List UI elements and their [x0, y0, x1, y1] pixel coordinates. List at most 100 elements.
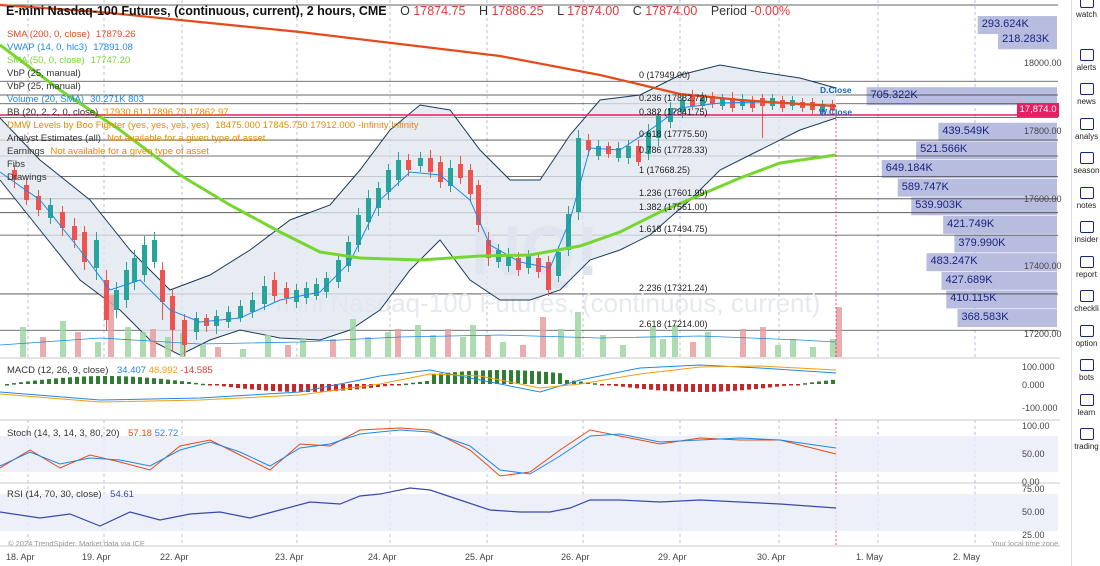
macd-histogram-bar	[264, 384, 268, 391]
legend-row[interactable]: BB (20, 2, 2, 0, close) 17930.61 17896.79…	[7, 107, 229, 119]
sidebar-item-insider[interactable]: insider	[1072, 221, 1100, 244]
macd-legend: MACD (12, 26, 9, close) 34.407 48.992 -1…	[7, 365, 213, 377]
legend-indicator-name[interactable]: VWAP (14, 0, hlc3)	[7, 42, 88, 53]
macd-histogram-bar	[278, 384, 282, 392]
legend-row[interactable]: Fibs	[7, 159, 25, 171]
candle-body	[250, 300, 255, 312]
option-icon	[1079, 324, 1094, 337]
candle-body	[396, 160, 401, 180]
candle-body	[72, 226, 77, 240]
legend-indicator-name[interactable]: Drawings	[7, 172, 47, 183]
macd-histogram-bar	[831, 379, 835, 384]
volume-bar	[60, 321, 66, 357]
volume-bar	[810, 347, 816, 357]
macd-histogram-bar	[110, 376, 114, 384]
legend-row[interactable]: VbP (25, manual)	[7, 81, 81, 93]
volume-bar	[672, 325, 678, 357]
candle-body	[366, 198, 371, 222]
volume-bar	[500, 342, 506, 357]
legend-indicator-name[interactable]: Analyst Estimates (all)	[7, 133, 101, 144]
legend-indicator-name[interactable]: SMA (200, 0, close)	[7, 29, 90, 40]
legend-indicator-value: Not available for a given type of asset	[50, 146, 209, 157]
candle-body	[238, 306, 243, 318]
legend-row[interactable]: Volume (20, SMA) 30.271K 803	[7, 94, 144, 106]
stoch-value-1: 57.18	[128, 428, 152, 439]
sidebar-item-news[interactable]: news	[1072, 83, 1100, 106]
legend-indicator-name[interactable]: DMW Levels by Boo Fighter (yes, yes, yes…	[7, 120, 210, 131]
legend-indicator-name[interactable]: SMA (50, 0, close)	[7, 55, 85, 66]
sidebar-item-learn[interactable]: learn	[1072, 393, 1100, 417]
legend-row[interactable]: SMA (50, 0, close) 17747.20	[7, 55, 130, 67]
sidebar-item-label: bots	[1078, 373, 1095, 382]
volume-bar	[540, 317, 546, 357]
fib-label: 1 (17668.25)	[639, 165, 691, 176]
macd-histogram-bar	[54, 378, 58, 384]
vbp-bar	[926, 253, 1057, 272]
legend-row[interactable]: DMW Levels by Boo Fighter (yes, yes, yes…	[7, 120, 419, 132]
sidebar-item-analys[interactable]: analys	[1072, 117, 1100, 141]
macd-histogram-bar	[257, 384, 261, 391]
candle-body	[36, 196, 41, 210]
notes-icon	[1079, 186, 1094, 199]
sidebar-item-report[interactable]: report	[1072, 255, 1100, 279]
volume-bar	[836, 307, 842, 357]
sidebar-item-alerts[interactable]: alerts	[1072, 48, 1100, 72]
volume-bar	[600, 335, 606, 357]
sidebar-item-watch[interactable]: watch	[1072, 0, 1100, 19]
macd-histogram-bar	[544, 371, 548, 384]
sidebar-item-notes[interactable]: notes	[1072, 186, 1100, 210]
sidebar-item-option[interactable]: option	[1072, 324, 1100, 348]
legend-row[interactable]: Analyst Estimates (all) Not available for…	[7, 133, 265, 145]
candle-body	[346, 242, 351, 266]
legend-indicator-name[interactable]: BB (20, 2, 2, 0, close)	[7, 107, 99, 118]
candle-body	[94, 240, 99, 268]
volume-bar	[285, 345, 291, 357]
macd-histogram-bar	[782, 384, 786, 386]
trading-icon	[1079, 428, 1094, 440]
timezone-footer[interactable]: Your local time zone	[991, 539, 1059, 548]
candle-body	[546, 262, 551, 290]
sidebar-item-bots[interactable]: bots	[1072, 359, 1100, 382]
macd-histogram-bar	[404, 383, 408, 386]
sidebar-item-checkli[interactable]: checkli	[1072, 290, 1100, 313]
candle-body	[516, 258, 521, 270]
volume-bar	[40, 337, 46, 357]
right-sidebar: watch alerts news analys season notes insider r…	[1071, 0, 1100, 566]
legend-row[interactable]: Drawings	[7, 172, 47, 184]
legend-indicator-name[interactable]: VbP (25, manual)	[7, 68, 81, 79]
macd-histogram-bar	[103, 376, 107, 384]
legend-indicator-value: Not available for a given type of asset	[106, 133, 266, 144]
candle-body	[60, 212, 65, 228]
watch-icon	[1079, 0, 1094, 8]
legend-row[interactable]: Earnings Not available for a given type o…	[7, 146, 209, 158]
macd-signal-line	[0, 365, 837, 403]
candle-body	[182, 320, 187, 345]
legend-indicator-name[interactable]: Fibs	[7, 159, 25, 170]
legend-indicator-name[interactable]: Earnings	[7, 146, 45, 157]
sidebar-item-season[interactable]: season	[1072, 152, 1100, 175]
macd-histogram-bar	[75, 376, 79, 384]
candle-body	[526, 256, 531, 268]
legend-indicator-name[interactable]: VbP (25, manual)	[7, 81, 81, 92]
vbp-bar-label: 427.689K	[945, 273, 993, 286]
candle-body	[646, 132, 651, 154]
macd-histogram-bar	[82, 376, 86, 384]
legend-row[interactable]: VbP (25, manual)	[7, 68, 81, 80]
candle-body	[226, 312, 231, 322]
candle-body	[820, 104, 825, 112]
candle-body	[386, 170, 391, 192]
legend-row[interactable]: VWAP (14, 0, hlc3) 17891.08	[7, 42, 133, 54]
copyright-footer: © 2024 TrendSpider. Market data via ICE	[8, 539, 145, 548]
legend-indicator-name[interactable]: Volume (20, SMA)	[7, 94, 85, 105]
price-axis-label: 17600.00	[1024, 193, 1062, 204]
legend-row[interactable]: SMA (200, 0, close) 17879.26	[7, 29, 136, 41]
macd-histogram-bar	[5, 384, 9, 386]
macd-histogram-bar	[348, 384, 352, 390]
candle-body	[48, 205, 53, 218]
macd-pane-bg	[0, 359, 1058, 419]
sidebar-item-trading[interactable]: trading	[1072, 428, 1100, 451]
vbp-bar	[938, 122, 1057, 141]
volume-bar	[165, 337, 171, 357]
